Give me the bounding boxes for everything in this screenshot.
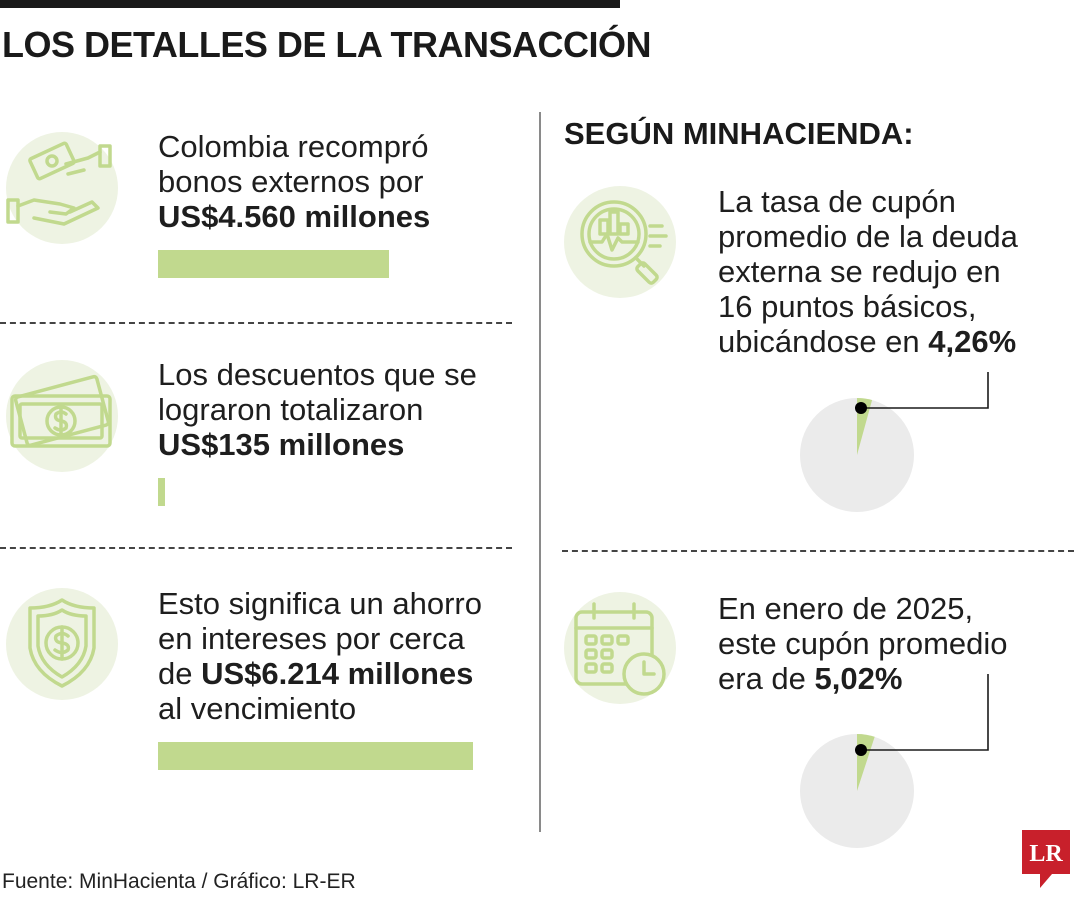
enero-value: 5,02%: [814, 661, 903, 696]
tasa-pie-chart: [800, 372, 989, 512]
dashed-divider: [0, 322, 512, 324]
calendar-clock-icon: [562, 590, 678, 706]
tasa-value: 4,26%: [928, 324, 1017, 359]
shield-dollar-icon: [4, 586, 120, 702]
recompra-value: US$4.560 millones: [158, 199, 431, 234]
callout-leader: [861, 674, 989, 751]
item-enero-text: En enero de 2025, este cupón promedio er…: [718, 591, 1008, 696]
item-recompra-text: Colombia recompró bonos externos por US$…: [158, 129, 431, 234]
top-rule: [0, 0, 620, 8]
source-note: Fuente: MinHacienta / Gráfico: LR-ER: [2, 870, 356, 893]
item-descuentos-text: Los descuentos que se lograron totalizar…: [158, 357, 477, 462]
chart-magnifier-icon: [562, 184, 678, 300]
page-title: LOS DETALLES DE LA TRANSACCIÓN: [2, 24, 652, 65]
item-ahorro-text: Esto significa un ahorro en intereses po…: [158, 586, 482, 726]
descuentos-value: US$135 millones: [158, 427, 405, 462]
callout-leader: [861, 372, 989, 409]
dashed-divider: [562, 550, 1074, 552]
item-tasa-text: La tasa de cupón promedio de la deuda ex…: [718, 184, 1018, 359]
callout-dot: [855, 402, 867, 414]
money-hands-icon: [4, 130, 120, 246]
enero-pie-chart: [800, 674, 989, 848]
descuentos-bar: [158, 478, 165, 506]
ahorro-bar: [158, 742, 474, 770]
column-divider: [539, 112, 541, 832]
right-heading: SEGÚN MINHACIENDA:: [564, 116, 914, 151]
callout-dot: [855, 744, 867, 756]
banknotes-icon: [4, 358, 120, 474]
lr-logo-text: LR: [1029, 841, 1063, 867]
recompra-bar: [158, 250, 390, 278]
ahorro-value: US$6.214 millones: [201, 656, 474, 691]
dashed-divider: [0, 547, 512, 549]
lr-logo: LR: [1022, 830, 1070, 888]
